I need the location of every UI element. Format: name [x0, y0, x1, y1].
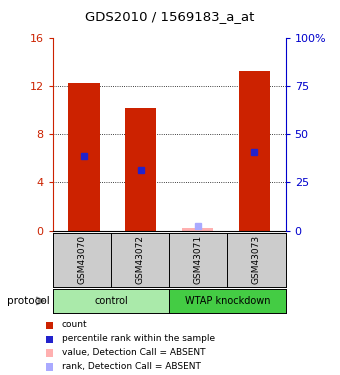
Text: GDS2010 / 1569183_a_at: GDS2010 / 1569183_a_at	[85, 10, 255, 23]
Text: count: count	[62, 320, 87, 329]
Text: control: control	[94, 296, 128, 306]
Bar	[239, 71, 270, 231]
Text: rank, Detection Call = ABSENT: rank, Detection Call = ABSENT	[62, 362, 201, 370]
Bar	[182, 228, 213, 231]
Text: WTAP knockdown: WTAP knockdown	[185, 296, 270, 306]
Text: GSM43071: GSM43071	[194, 235, 203, 284]
Text: percentile rank within the sample: percentile rank within the sample	[62, 334, 215, 343]
Text: value, Detection Call = ABSENT: value, Detection Call = ABSENT	[62, 348, 205, 357]
Text: protocol: protocol	[7, 296, 50, 306]
Text: GSM43072: GSM43072	[136, 235, 144, 284]
Text: GSM43073: GSM43073	[252, 235, 261, 284]
Bar	[125, 108, 156, 231]
Text: GSM43070: GSM43070	[77, 235, 86, 284]
Bar	[68, 83, 100, 231]
